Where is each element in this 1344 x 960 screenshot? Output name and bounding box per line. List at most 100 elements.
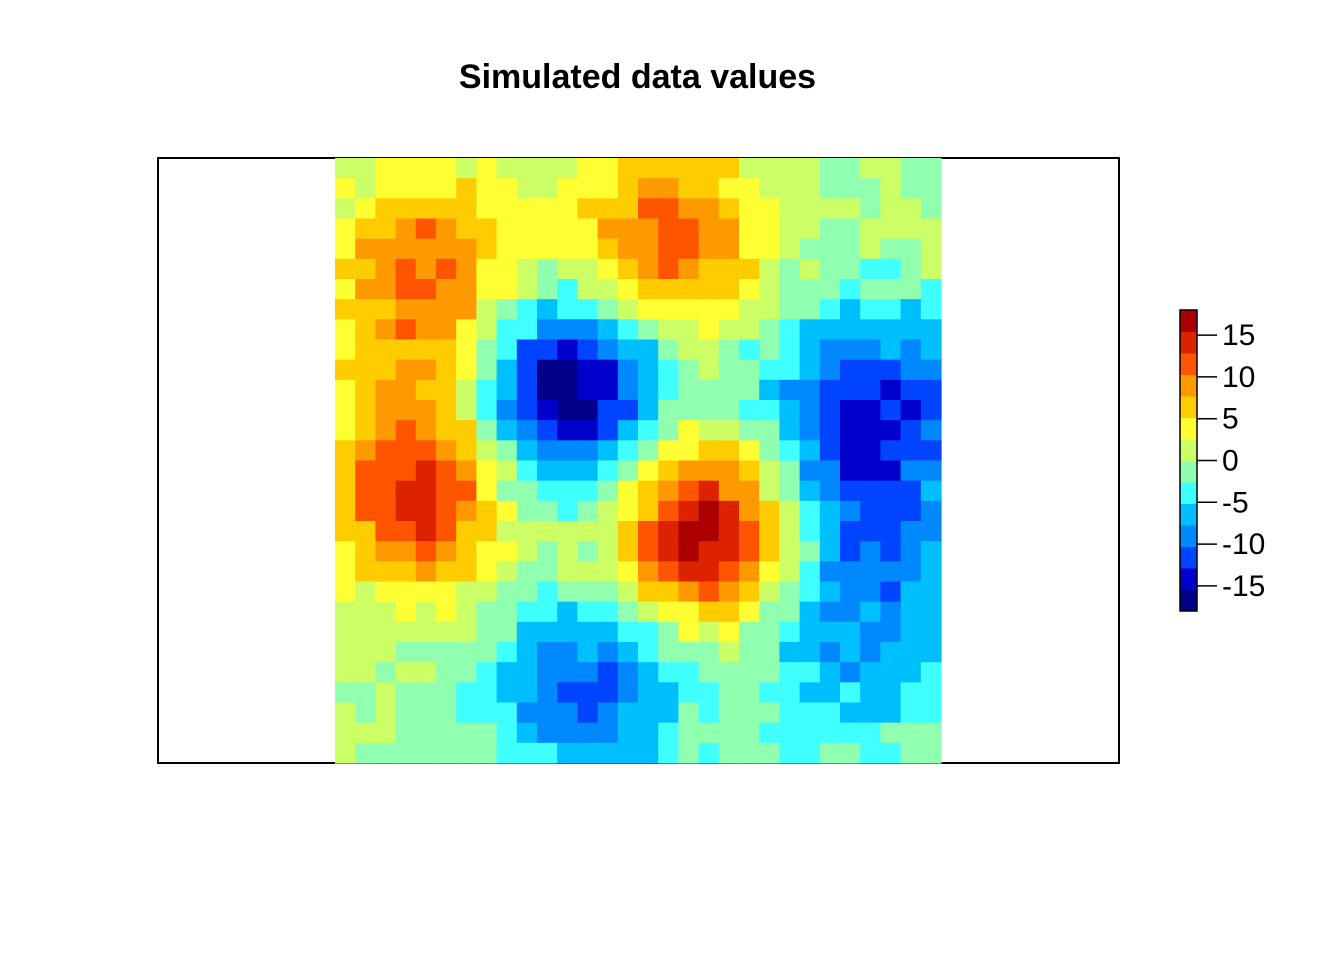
heatmap-cell bbox=[617, 218, 639, 240]
heatmap-cell bbox=[698, 440, 720, 462]
heatmap-cell bbox=[335, 440, 356, 462]
heatmap-cell bbox=[759, 561, 780, 583]
heatmap-cell bbox=[638, 258, 659, 280]
heatmap-cell bbox=[617, 541, 639, 562]
heatmap-cell bbox=[880, 662, 902, 683]
heatmap-cell bbox=[698, 420, 720, 441]
heatmap-cell bbox=[880, 682, 902, 704]
heatmap-cell bbox=[779, 299, 801, 320]
heatmap-cell bbox=[496, 420, 518, 441]
heatmap-cell bbox=[900, 238, 922, 260]
heatmap-cell bbox=[638, 440, 659, 462]
heatmap-cell bbox=[860, 541, 881, 562]
heatmap-cell bbox=[577, 299, 599, 320]
heatmap-cell bbox=[456, 178, 477, 199]
heatmap-cell bbox=[759, 642, 780, 663]
heatmap-cell bbox=[779, 722, 801, 744]
heatmap-cell bbox=[476, 178, 498, 199]
heatmap-cell bbox=[880, 460, 902, 482]
heatmap-cell bbox=[739, 319, 760, 341]
heatmap-cell bbox=[739, 521, 760, 542]
heatmap-cell bbox=[799, 601, 821, 623]
heatmap-cell bbox=[456, 379, 477, 401]
heatmap-cell bbox=[678, 400, 700, 421]
heatmap-cell bbox=[840, 722, 861, 744]
heatmap-cell bbox=[779, 178, 801, 199]
heatmap-cell bbox=[840, 561, 861, 583]
heatmap-cell bbox=[436, 198, 457, 220]
heatmap-cell bbox=[698, 742, 720, 764]
heatmap-cell bbox=[557, 198, 578, 220]
heatmap-cell bbox=[718, 420, 740, 441]
heatmap-cell bbox=[638, 601, 659, 623]
heatmap-cell bbox=[880, 621, 902, 643]
heatmap-cell bbox=[597, 601, 619, 623]
heatmap-cell bbox=[476, 319, 498, 341]
heatmap-cell bbox=[819, 218, 841, 240]
heatmap-cell bbox=[698, 299, 720, 320]
heatmap-cell bbox=[819, 319, 841, 341]
heatmap-cell bbox=[496, 702, 518, 724]
heatmap-cell bbox=[739, 682, 760, 704]
heatmap-cell bbox=[920, 722, 942, 744]
heatmap-cell bbox=[658, 299, 679, 320]
heatmap-cell bbox=[557, 682, 578, 704]
heatmap-cell bbox=[658, 158, 679, 179]
heatmap-cell bbox=[617, 279, 639, 300]
heatmap-cell bbox=[355, 279, 376, 300]
colorbar-tick-label: 10 bbox=[1222, 361, 1255, 394]
heatmap-cell bbox=[718, 178, 740, 199]
heatmap-cell bbox=[658, 339, 679, 361]
heatmap-cell bbox=[860, 359, 881, 381]
heatmap-cell bbox=[436, 480, 457, 502]
heatmap-cell bbox=[840, 541, 861, 562]
heatmap-cell bbox=[860, 621, 881, 643]
heatmap-cell bbox=[415, 178, 437, 199]
heatmap-cell bbox=[860, 642, 881, 663]
heatmap-cell bbox=[355, 742, 376, 764]
heatmap-cell bbox=[436, 541, 457, 562]
heatmap-cell bbox=[375, 400, 397, 421]
heatmap-cell bbox=[658, 379, 679, 401]
heatmap-cell bbox=[557, 541, 578, 562]
heatmap-cell bbox=[718, 500, 740, 522]
heatmap-cell bbox=[537, 178, 558, 199]
heatmap-cell bbox=[900, 702, 922, 724]
heatmap-cell bbox=[537, 500, 558, 522]
heatmap-cell bbox=[900, 742, 922, 764]
heatmap-cell bbox=[860, 339, 881, 361]
heatmap-cell bbox=[557, 561, 578, 583]
heatmap-cell bbox=[739, 198, 760, 220]
heatmap-cell bbox=[617, 601, 639, 623]
heatmap-cell bbox=[375, 742, 397, 764]
heatmap-cell bbox=[799, 642, 821, 663]
heatmap-cell bbox=[840, 279, 861, 300]
heatmap-cell bbox=[678, 541, 700, 562]
heatmap-cell bbox=[577, 601, 599, 623]
heatmap-cell bbox=[638, 642, 659, 663]
heatmap-cell bbox=[537, 742, 558, 764]
heatmap-cell bbox=[577, 359, 599, 381]
heatmap-cell bbox=[920, 218, 942, 240]
heatmap-cell bbox=[678, 158, 700, 179]
heatmap-cell bbox=[516, 400, 538, 421]
heatmap-cell bbox=[658, 238, 679, 260]
heatmap-cell bbox=[456, 621, 477, 643]
heatmap-cell bbox=[335, 702, 356, 724]
heatmap-cell bbox=[537, 702, 558, 724]
heatmap-cell bbox=[698, 279, 720, 300]
heatmap-cell bbox=[718, 258, 740, 280]
heatmap-cell bbox=[840, 581, 861, 603]
heatmap-cell bbox=[678, 440, 700, 462]
heatmap-cell bbox=[860, 500, 881, 522]
heatmap-cell bbox=[476, 258, 498, 280]
heatmap-cell bbox=[476, 642, 498, 663]
heatmap-cell bbox=[597, 299, 619, 320]
heatmap-cell bbox=[739, 662, 760, 683]
heatmap-cell bbox=[698, 238, 720, 260]
heatmap-cell bbox=[577, 238, 599, 260]
heatmap-cell bbox=[819, 742, 841, 764]
heatmap-cell bbox=[597, 722, 619, 744]
heatmap-cell bbox=[375, 279, 397, 300]
heatmap-cell bbox=[577, 662, 599, 683]
